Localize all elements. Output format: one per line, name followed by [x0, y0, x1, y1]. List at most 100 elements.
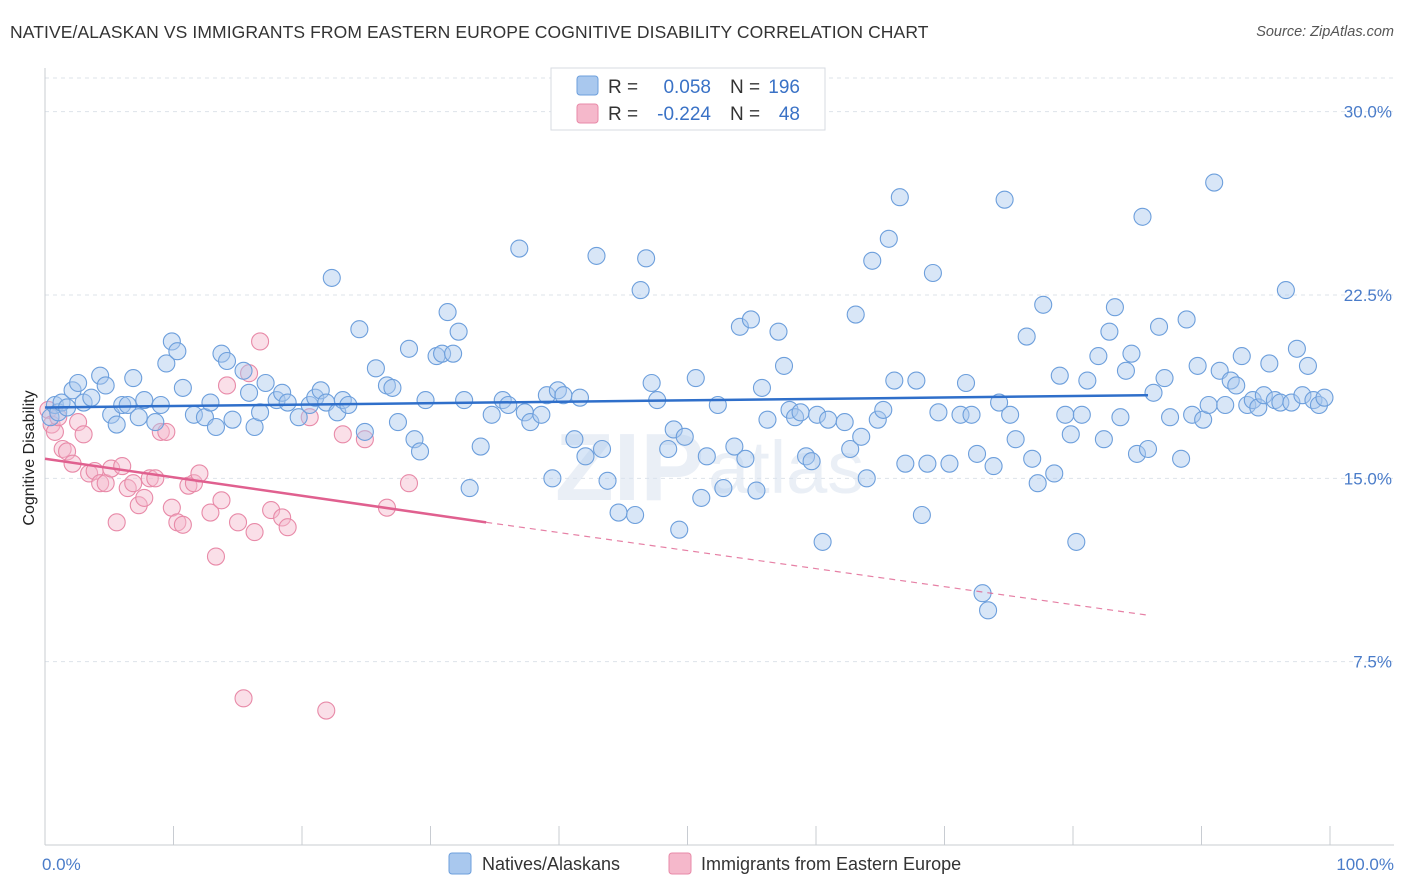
natives-point	[289, 408, 308, 427]
natives-point	[785, 408, 805, 427]
natives-point	[984, 457, 1003, 476]
immigrants-point	[129, 496, 148, 515]
natives-point	[769, 322, 788, 341]
natives-point	[444, 344, 463, 363]
natives-point	[113, 395, 132, 415]
natives-point	[923, 263, 942, 283]
immigrants-point	[317, 701, 336, 720]
natives-point	[322, 268, 341, 287]
natives-point	[1298, 356, 1317, 375]
natives-point	[1221, 371, 1240, 390]
y-tick-label: 7.5%	[1353, 653, 1392, 672]
natives-point	[990, 393, 1009, 412]
natives-point	[118, 395, 137, 415]
natives-point	[1116, 361, 1135, 380]
natives-point	[670, 520, 689, 539]
natives-point	[256, 373, 275, 393]
natives-point	[1072, 405, 1091, 424]
natives-point	[1282, 393, 1301, 412]
natives-point	[609, 503, 628, 522]
legend-r-value: -0.224	[657, 104, 711, 125]
immigrants-point	[217, 376, 237, 395]
natives-point	[383, 378, 402, 397]
natives-point	[1111, 408, 1130, 427]
natives-point	[1138, 439, 1158, 459]
natives-point	[350, 320, 369, 339]
natives-point	[863, 251, 882, 270]
natives-point	[1034, 295, 1053, 314]
natives-point	[1177, 310, 1196, 329]
legend-r-label: R =	[608, 77, 638, 98]
legend-n-value: 196	[768, 77, 800, 98]
natives-point	[1078, 371, 1097, 390]
natives-point	[697, 447, 716, 466]
y-tick-label: 15.0%	[1344, 469, 1392, 488]
immigrants-point	[118, 479, 137, 498]
natives-point	[570, 388, 590, 407]
natives-point	[995, 190, 1014, 209]
natives-point	[1293, 386, 1312, 405]
natives-point	[273, 383, 292, 402]
legend-box: R = 0.058 N = 196 R = -0.224 N = 48	[550, 67, 826, 131]
y-axis-title: Cognitive Disability	[21, 390, 38, 525]
bottom-legend-label-immigrants: Immigrants from Eastern Europe	[701, 854, 961, 874]
natives-point	[449, 322, 468, 341]
natives-point	[135, 391, 154, 410]
natives-point	[1050, 366, 1069, 385]
legend-swatch-blue	[576, 75, 599, 96]
natives-point	[774, 356, 794, 375]
bottom-legend-swatch-pink	[668, 852, 692, 875]
natives-point	[1276, 281, 1295, 300]
natives-point	[1172, 449, 1191, 468]
natives-point	[1094, 430, 1113, 449]
natives-point	[1017, 327, 1036, 346]
natives-point	[808, 405, 827, 424]
natives-point	[1056, 405, 1075, 424]
natives-point	[416, 391, 435, 410]
immigrants-point	[355, 430, 374, 449]
natives-point	[206, 417, 226, 437]
natives-point	[598, 471, 617, 490]
natives-point	[1199, 395, 1218, 415]
y-tick-label: 22.5%	[1344, 286, 1392, 305]
natives-point	[979, 601, 998, 620]
chart-title: NATIVE/ALASKAN VS IMMIGRANTS FROM EASTER…	[10, 22, 929, 42]
natives-point	[410, 442, 430, 461]
natives-point	[714, 479, 733, 498]
natives-point	[730, 317, 749, 336]
natives-point	[543, 469, 562, 488]
natives-point	[455, 391, 474, 410]
y-tick-labels: 7.5% 15.0% 22.5% 30.0%	[1344, 103, 1392, 672]
natives-point	[91, 366, 110, 385]
natives-point	[642, 373, 661, 393]
natives-point	[874, 400, 893, 419]
natives-point	[548, 381, 567, 400]
natives-point	[791, 403, 810, 422]
natives-point	[962, 405, 981, 424]
immigrants-point	[74, 425, 93, 444]
watermark-zip: ZIP	[555, 414, 704, 521]
natives-point	[752, 378, 772, 397]
natives-point	[251, 403, 270, 422]
immigrants-point	[45, 422, 64, 441]
natives-point	[918, 454, 937, 473]
legend-n-value: 48	[779, 104, 800, 125]
natives-point	[217, 351, 237, 371]
immigrants-point	[228, 513, 248, 532]
natives-point	[846, 305, 865, 324]
natives-point	[736, 449, 755, 468]
natives-point	[797, 447, 816, 466]
natives-point	[565, 430, 584, 449]
natives-point	[388, 413, 408, 432]
natives-point	[173, 378, 192, 397]
natives-point	[813, 532, 832, 551]
legend-r-value: 0.058	[663, 77, 711, 98]
natives-point	[1122, 344, 1141, 363]
natives-point	[1061, 425, 1080, 444]
natives-point	[1304, 391, 1323, 410]
natives-point	[659, 439, 678, 459]
natives-point	[1188, 356, 1207, 375]
natives-point	[306, 388, 325, 407]
natives-point	[741, 310, 760, 329]
bottom-legend-swatch-blue	[448, 852, 472, 875]
